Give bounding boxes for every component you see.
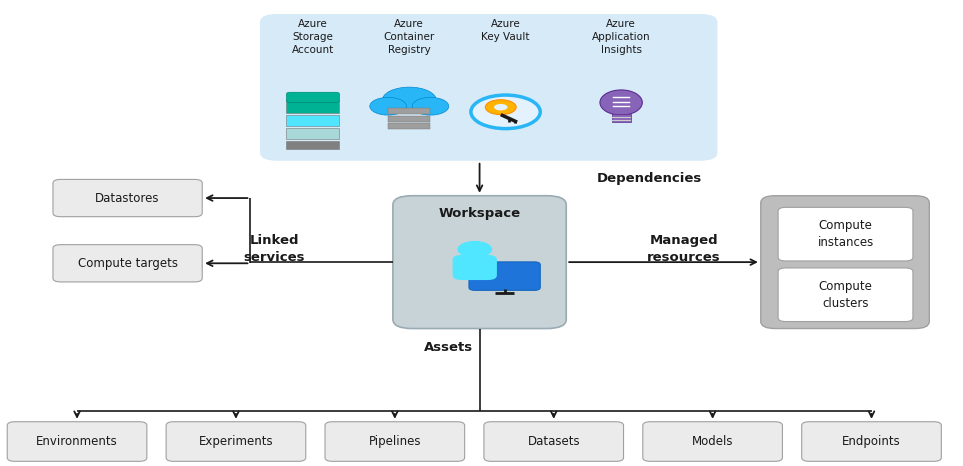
Text: Assets: Assets [424,341,473,354]
Text: Compute targets: Compute targets [78,257,177,270]
Text: Workspace: Workspace [438,207,521,220]
Bar [287,100,339,113]
FancyBboxPatch shape [260,14,717,161]
Circle shape [412,97,449,115]
Circle shape [457,241,492,258]
Text: Azure
Key Vault: Azure Key Vault [482,19,530,42]
Ellipse shape [600,90,642,115]
FancyBboxPatch shape [778,207,913,261]
FancyBboxPatch shape [388,116,430,122]
Text: Managed
resources: Managed resources [647,234,720,264]
Text: Compute
instances: Compute instances [818,219,873,249]
Bar [287,141,339,149]
FancyBboxPatch shape [393,196,566,329]
FancyBboxPatch shape [388,108,430,114]
Circle shape [494,104,508,110]
FancyBboxPatch shape [53,245,202,282]
FancyBboxPatch shape [325,422,464,461]
Text: Endpoints: Endpoints [842,435,901,448]
FancyBboxPatch shape [388,123,430,129]
Text: Datasets: Datasets [528,435,580,448]
FancyBboxPatch shape [287,92,340,103]
FancyBboxPatch shape [643,422,783,461]
FancyBboxPatch shape [53,179,202,217]
Circle shape [370,97,406,115]
FancyBboxPatch shape [802,422,942,461]
Text: Azure
Container
Registry: Azure Container Registry [383,19,435,55]
Text: Azure
Storage
Account: Azure Storage Account [292,19,334,55]
FancyBboxPatch shape [8,422,147,461]
FancyBboxPatch shape [778,268,913,322]
Text: Experiments: Experiments [198,435,273,448]
Text: Pipelines: Pipelines [369,435,421,448]
Text: Compute
clusters: Compute clusters [819,280,872,310]
Text: Models: Models [691,435,734,448]
Circle shape [471,95,540,129]
Text: Datastores: Datastores [95,192,160,205]
Bar [287,115,339,126]
Circle shape [382,87,436,113]
Circle shape [485,100,516,115]
FancyBboxPatch shape [469,262,540,290]
FancyBboxPatch shape [167,422,306,461]
Text: Dependencies: Dependencies [597,171,702,185]
Text: Environments: Environments [37,435,117,448]
FancyBboxPatch shape [484,422,624,461]
Text: Azure
Application
Insights: Azure Application Insights [592,19,650,55]
FancyBboxPatch shape [761,196,929,329]
Text: Linked
services: Linked services [244,234,305,264]
FancyBboxPatch shape [453,255,497,280]
FancyBboxPatch shape [612,114,631,122]
Bar [287,128,339,139]
